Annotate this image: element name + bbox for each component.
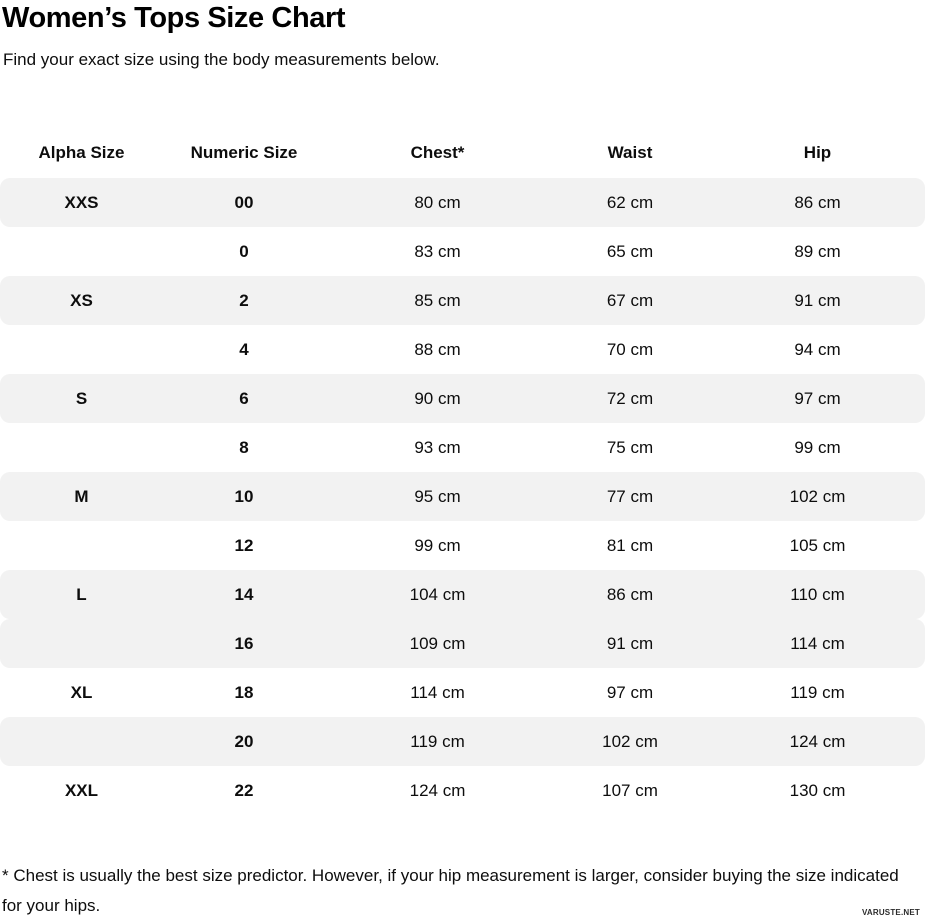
cell-hip: 114 cm	[790, 633, 845, 653]
cell-numeric: 6	[239, 388, 249, 408]
cell-numeric: 14	[234, 584, 254, 604]
table-row: XL 18 114 cm 97 cm 119 cm	[0, 668, 925, 717]
cell-chest: 83 cm	[414, 241, 461, 261]
cell-chest: 104 cm	[409, 584, 466, 604]
cell-waist: 107 cm	[602, 780, 658, 800]
table-row: XXS 00 80 cm 62 cm 86 cm	[0, 178, 925, 227]
page-subtitle: Find your exact size using the body meas…	[3, 50, 440, 69]
table-row: 0 83 cm 65 cm 89 cm	[0, 227, 925, 276]
cell-alpha: XS	[70, 290, 93, 310]
cell-chest: 95 cm	[414, 486, 461, 506]
cell-alpha: L	[76, 584, 87, 604]
cell-numeric: 2	[239, 290, 249, 310]
cell-waist: 77 cm	[606, 486, 654, 506]
cell-numeric: 16	[234, 633, 254, 653]
table-row: 8 93 cm 75 cm 99 cm	[0, 423, 925, 472]
table-row: 12 99 cm 81 cm 105 cm	[0, 521, 925, 570]
cell-hip: 119 cm	[790, 682, 845, 702]
cell-numeric: 12	[234, 535, 254, 555]
cell-waist: 97 cm	[606, 682, 654, 702]
cell-waist: 102 cm	[602, 731, 658, 751]
cell-numeric: 4	[239, 339, 249, 359]
table-header-row: Alpha Size Numeric Size Chest* Waist Hip	[0, 136, 925, 170]
watermark: VARUSTE.NET	[861, 908, 920, 917]
cell-waist: 86 cm	[606, 584, 654, 604]
column-header-numeric-size: Numeric Size	[190, 143, 298, 162]
column-header-alpha-size: Alpha Size	[38, 143, 125, 162]
page-title: Women’s Tops Size Chart	[2, 2, 346, 34]
cell-hip: 124 cm	[789, 731, 846, 751]
cell-chest: 99 cm	[414, 535, 461, 555]
cell-chest: 119 cm	[410, 731, 465, 751]
table-row: XS 2 85 cm 67 cm 91 cm	[0, 276, 925, 325]
table-body: XXS 00 80 cm 62 cm 86 cm 0 83 cm 65 cm 89 cm XS 2 8…	[0, 178, 925, 815]
column-header-hip: Hip	[803, 143, 832, 162]
cell-chest: 114 cm	[410, 682, 465, 702]
table-row: XXL 22 124 cm 107 cm 130 cm	[0, 766, 925, 815]
cell-numeric: 22	[234, 780, 254, 800]
cell-numeric: 0	[239, 241, 249, 261]
cell-waist: 75 cm	[606, 437, 654, 457]
cell-alpha: M	[74, 486, 89, 506]
cell-waist: 65 cm	[606, 241, 654, 261]
cell-waist: 67 cm	[606, 290, 654, 310]
cell-waist: 81 cm	[606, 535, 654, 555]
table-row: 20 119 cm 102 cm 124 cm	[0, 717, 925, 766]
column-header-chest: Chest*	[410, 143, 465, 162]
footnote: * Chest is usually the best size predict…	[2, 866, 899, 915]
cell-chest: 109 cm	[409, 633, 466, 653]
size-table: Alpha Size Numeric Size Chest* Waist Hip…	[0, 136, 925, 815]
cell-numeric: 20	[234, 731, 254, 751]
cell-alpha: S	[75, 388, 88, 408]
table-row: S 6 90 cm 72 cm 97 cm	[0, 374, 925, 423]
cell-alpha: XXL	[64, 780, 99, 800]
cell-chest: 124 cm	[409, 780, 466, 800]
cell-hip: 91 cm	[794, 290, 841, 310]
cell-alpha: XXS	[64, 192, 99, 212]
cell-hip: 99 cm	[794, 437, 841, 457]
cell-hip: 94 cm	[794, 339, 841, 359]
table-row: L 14 104 cm 86 cm 110 cm	[0, 570, 925, 619]
cell-chest: 88 cm	[414, 339, 461, 359]
cell-hip: 97 cm	[794, 388, 841, 408]
cell-chest: 93 cm	[414, 437, 461, 457]
cell-waist: 72 cm	[606, 388, 654, 408]
cell-hip: 110 cm	[790, 584, 845, 604]
table-row: M 10 95 cm 77 cm 102 cm	[0, 472, 925, 521]
cell-chest: 90 cm	[414, 388, 461, 408]
cell-numeric: 10	[234, 486, 254, 506]
cell-waist: 70 cm	[606, 339, 654, 359]
cell-numeric: 00	[234, 192, 254, 212]
cell-numeric: 8	[239, 437, 249, 457]
cell-waist: 91 cm	[606, 633, 654, 653]
cell-hip: 105 cm	[789, 535, 846, 555]
cell-numeric: 18	[234, 682, 254, 702]
cell-chest: 80 cm	[414, 192, 461, 212]
cell-chest: 85 cm	[414, 290, 461, 310]
cell-waist: 62 cm	[606, 192, 654, 212]
cell-hip: 89 cm	[794, 241, 841, 261]
cell-hip: 102 cm	[789, 486, 846, 506]
table-row: 16 109 cm 91 cm 114 cm	[0, 619, 925, 668]
cell-alpha: XL	[70, 682, 93, 702]
cell-hip: 86 cm	[794, 192, 841, 212]
cell-hip: 130 cm	[789, 780, 846, 800]
column-header-waist: Waist	[607, 143, 653, 162]
table-row: 4 88 cm 70 cm 94 cm	[0, 325, 925, 374]
